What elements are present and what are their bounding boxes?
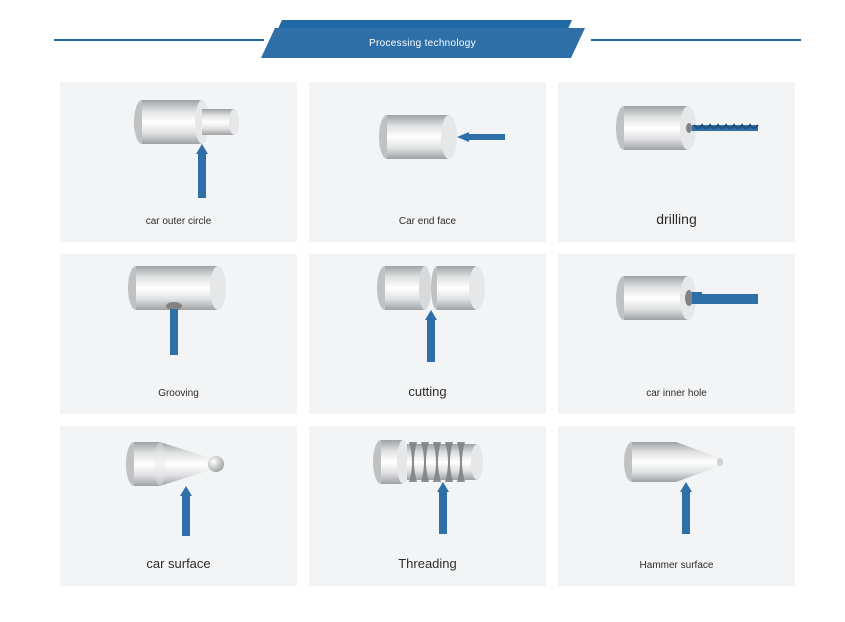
- card-drilling: drilling: [558, 82, 795, 242]
- card-end-face: Car end face: [309, 82, 546, 242]
- process-grid: car outer circle Car end face: [60, 82, 795, 586]
- header-rule-right: [591, 39, 801, 41]
- header-banner: Processing technology: [268, 25, 578, 63]
- card-label: car outer circle: [60, 216, 297, 227]
- card-label: Grooving: [60, 388, 297, 399]
- card-threading: Threading: [309, 426, 546, 586]
- card-hammer-surface: Hammer surface: [558, 426, 795, 586]
- card-outer-circle: car outer circle: [60, 82, 297, 242]
- card-surface: car surface: [60, 426, 297, 586]
- card-grooving: Grooving: [60, 254, 297, 414]
- card-label: Hammer surface: [558, 560, 795, 571]
- card-label: cutting: [309, 384, 546, 399]
- card-cutting: cutting: [309, 254, 546, 414]
- card-inner-hole: car inner hole: [558, 254, 795, 414]
- card-label: Car end face: [309, 216, 546, 227]
- card-label: drilling: [558, 211, 795, 227]
- section-header: Processing technology: [0, 25, 845, 70]
- card-label: car inner hole: [558, 388, 795, 399]
- header-rule-left: [54, 39, 264, 41]
- card-label: car surface: [60, 556, 297, 571]
- card-label: Threading: [309, 556, 546, 571]
- header-title: Processing technology: [268, 28, 578, 58]
